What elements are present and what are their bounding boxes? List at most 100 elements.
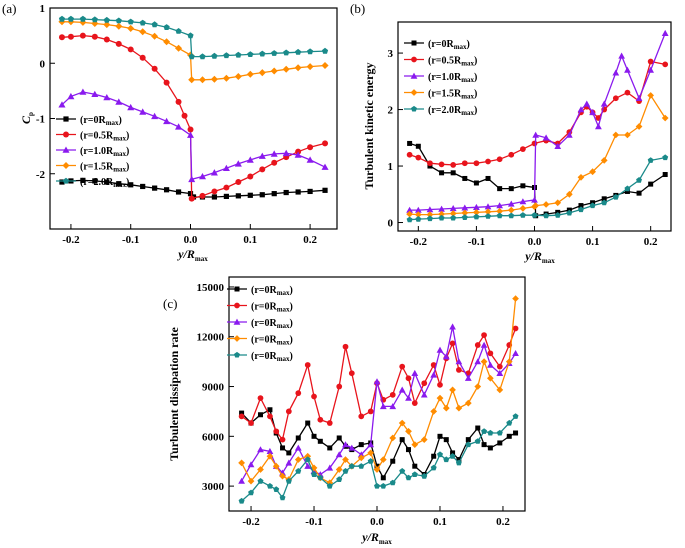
data-point-c-0-26 (443, 437, 449, 443)
data-point-c-1-1 (248, 420, 254, 426)
data-point-b-3-14 (554, 199, 562, 207)
data-point-c-1-15 (358, 413, 365, 420)
chart-a: (a) -0.2 -0.1 0.0 0.1 0.2 -2 -1 0 1 y/Rm… (2, 1, 338, 263)
data-point-b-2-14 (554, 142, 562, 149)
data-point-c-3-25 (436, 394, 444, 402)
data-point-c-3-13 (342, 456, 349, 463)
data-point-b-3-7 (484, 208, 492, 216)
legend-marker-c-4 (234, 351, 240, 358)
legend-marker-c-1 (234, 302, 240, 309)
data-point-b-4-11 (531, 212, 538, 218)
data-point-a-0-11 (187, 191, 194, 197)
legend-label-a-4: (r=2.0Rmax) (80, 177, 129, 189)
data-point-c-0-0 (239, 410, 245, 416)
data-point-a-3-23 (321, 62, 329, 69)
data-point-b-1-24 (662, 61, 669, 68)
data-point-a-0-19 (271, 191, 277, 197)
data-point-c-1-31 (481, 332, 487, 338)
data-point-c-4-6 (285, 478, 292, 484)
data-point-c-3-18 (379, 456, 387, 463)
x-tick-label-b-0: -0.2 (410, 236, 428, 248)
data-point-b-1-4 (450, 162, 457, 168)
x-axis-label-b-sub: max (542, 257, 555, 265)
legend-entry-c-1: (r=0Rmax) (227, 302, 293, 314)
data-point-c-0-33 (497, 440, 503, 446)
data-point-c-4-31 (481, 428, 487, 434)
legend-marker-shape-b-3 (410, 89, 418, 96)
data-point-c-3-17 (373, 466, 381, 473)
data-point-c-1-10 (317, 416, 324, 423)
data-point-c-4-19 (389, 479, 396, 486)
series-markers-a-2 (58, 88, 329, 183)
data-point-a-2-0 (58, 101, 66, 108)
legend-entry-c-2: (r=0Rmax) (227, 318, 293, 330)
data-point-a-0-2 (80, 177, 86, 183)
legend-entry-b-0: (r=0Rmax) (404, 39, 470, 51)
data-point-c-4-13 (342, 468, 349, 474)
data-point-c-2-27 (449, 323, 456, 330)
data-point-c-3-16 (367, 449, 375, 457)
data-point-c-1-4 (273, 428, 280, 435)
data-point-b-4-19 (624, 185, 631, 192)
data-point-b-0-4 (450, 170, 456, 176)
data-point-c-2-6 (285, 459, 293, 466)
data-point-c-0-15 (358, 442, 364, 448)
series-markers-a-3 (58, 18, 329, 84)
series-b-4 (406, 154, 669, 223)
data-point-c-1-16 (367, 408, 374, 415)
series-group-a (58, 15, 329, 202)
data-point-a-0-4 (104, 179, 110, 185)
legend-label-a-0-close: ) (119, 115, 122, 126)
data-point-c-3-15 (357, 454, 365, 462)
legend-label-c-0-close: ) (290, 285, 293, 296)
data-point-a-0-16 (235, 193, 241, 199)
data-point-c-4-5 (279, 494, 286, 501)
legend-marker-shape-a-3 (62, 162, 70, 169)
data-point-c-2-26 (442, 353, 450, 360)
data-point-c-0-32 (487, 445, 493, 451)
series-a-4 (58, 15, 329, 60)
data-point-a-2-20 (282, 149, 290, 157)
data-point-c-4-9 (311, 471, 317, 477)
data-point-c-4-28 (455, 459, 462, 466)
data-point-b-0-16 (578, 203, 584, 209)
data-point-a-2-22 (306, 156, 314, 163)
series-a-3 (58, 18, 329, 84)
legend-entry-a-4: (r=2.0Rmax) (56, 177, 129, 189)
data-point-a-1-6 (127, 46, 134, 53)
data-point-c-3-4 (272, 462, 280, 470)
data-point-b-3-21 (635, 123, 643, 130)
series-markers-a-1 (58, 32, 329, 202)
data-point-c-1-11 (326, 420, 333, 426)
data-point-a-4-13 (199, 53, 206, 60)
data-point-c-0-11 (327, 445, 333, 451)
x-tick-label-a-4: 0.2 (303, 234, 317, 246)
series-a-1 (58, 32, 329, 202)
series-markers-b-4 (406, 154, 669, 223)
data-point-c-2-11 (326, 464, 334, 471)
legend-label-a-1-close: ) (126, 131, 129, 142)
data-point-a-4-10 (175, 28, 182, 34)
data-point-c-4-32 (487, 429, 494, 436)
data-point-c-0-3 (267, 407, 273, 413)
data-point-a-4-8 (151, 21, 158, 28)
data-point-a-3-9 (163, 38, 171, 46)
data-point-b-3-16 (577, 174, 585, 181)
legend-label-b-2-sub: max (461, 76, 474, 84)
data-point-a-2-1 (67, 92, 75, 100)
legend-marker-shape-a-1 (63, 131, 69, 138)
data-point-a-2-2 (79, 88, 87, 95)
legend-marker-shape-a-0 (63, 116, 69, 122)
x-tick-label-a-2: 0.0 (184, 234, 198, 246)
legend-label-b-3: (r=1.5Rmax) (428, 89, 477, 101)
x-tick-label-a-1: -0.1 (122, 234, 139, 246)
legend-entry-b-2: (r=1.0Rmax) (404, 72, 477, 84)
series-group-c (238, 295, 519, 504)
legend-label-a-2-main: (r=1.0R (80, 146, 114, 157)
data-point-b-4-18 (612, 194, 619, 200)
data-point-b-3-10 (519, 205, 527, 212)
legend-marker-shape-c-3 (233, 335, 241, 342)
data-point-c-0-21 (405, 447, 411, 453)
data-point-a-1-16 (223, 184, 230, 191)
data-point-c-2-12 (335, 451, 343, 458)
